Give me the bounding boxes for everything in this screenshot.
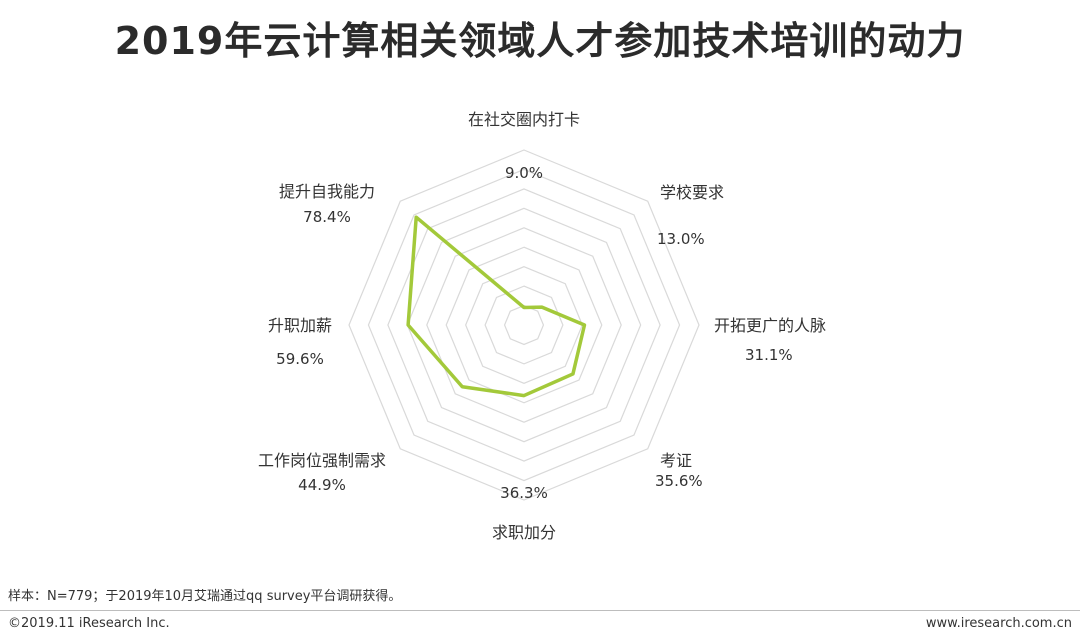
grid-ring: [484, 285, 564, 365]
value-label: 31.1%: [745, 346, 793, 364]
grid-ring: [503, 304, 545, 346]
category-label: 考证: [660, 451, 692, 470]
value-label: 9.0%: [505, 164, 543, 182]
grid-ring: [426, 227, 622, 423]
grid-ring: [348, 149, 700, 501]
category-label: 工作岗位强制需求: [258, 451, 386, 470]
value-label: 13.0%: [657, 230, 705, 248]
chart-title: 2019年云计算相关领域人才参加技术培训的动力: [114, 19, 966, 63]
grid-ring: [406, 207, 642, 443]
category-label: 提升自我能力: [279, 182, 375, 201]
category-label: 在社交圈内打卡: [468, 110, 580, 129]
series-line: [406, 215, 587, 398]
value-label: 44.9%: [298, 476, 346, 494]
category-label: 求职加分: [492, 523, 556, 542]
value-label: 36.3%: [500, 484, 548, 502]
grid-ring: [465, 266, 583, 384]
value-label: 59.6%: [276, 350, 324, 368]
website-text: www.iresearch.com.cn: [925, 616, 1072, 631]
value-label: 78.4%: [303, 208, 351, 226]
copyright-text: ©2019.11 iResearch Inc.: [8, 616, 170, 631]
footer-divider: [0, 610, 1080, 611]
grid-ring: [445, 246, 603, 404]
category-label: 升职加薪: [268, 316, 332, 335]
sample-note: 样本：N=779；于2019年10月艾瑞通过qq survey平台调研获得。: [8, 589, 402, 604]
category-label: 开拓更广的人脉: [714, 316, 826, 335]
radar-chart: 在社交圈内打卡 9.0% 学校要求 13.0% 开拓更广的人脉 31.1% 考证 35.6% 求…: [258, 110, 826, 542]
grid-ring: [367, 168, 681, 482]
category-label: 学校要求: [660, 183, 724, 202]
value-label: 35.6%: [655, 472, 703, 490]
